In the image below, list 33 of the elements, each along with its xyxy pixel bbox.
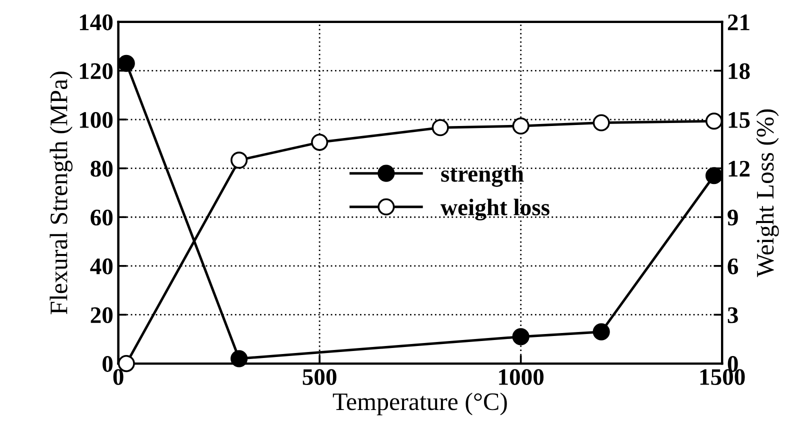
legend-label: strength: [441, 165, 524, 187]
y-tick-label: 100: [80, 112, 113, 128]
point: [512, 117, 530, 135]
x-tick-label: 1000: [499, 369, 544, 386]
y-axis-title: Flexural Strength (MPa): [50, 72, 72, 314]
y2-tick-label: 3: [728, 307, 738, 324]
y-tick-label: 120: [80, 63, 113, 80]
point: [512, 328, 530, 346]
y-tick-label: 80: [90, 160, 113, 177]
point: [230, 152, 248, 169]
y-tick-label: 40: [90, 258, 113, 274]
y2-axis-title: Weight Loss (%): [756, 109, 779, 278]
x-axis-title: Temperature (°C): [332, 392, 507, 416]
y2-tick-label: 9: [728, 210, 738, 226]
point: [311, 134, 328, 151]
point: [705, 167, 723, 184]
point: [592, 114, 610, 132]
y-tick-label: 20: [90, 307, 113, 324]
point: [592, 323, 610, 340]
point: [432, 119, 449, 136]
y2-tick-label: 18: [728, 63, 750, 80]
point: [705, 112, 723, 130]
y-tick-label: 0: [102, 356, 113, 372]
x-tick-label: 500: [302, 369, 336, 386]
y2-tick-label: 15: [728, 112, 750, 128]
x-tick-label: 0: [113, 369, 124, 386]
y2-tick-label: 6: [728, 258, 738, 274]
y2-tick-label: 21: [728, 14, 750, 30]
y-tick-label: 140: [80, 14, 113, 30]
y-tick-label: 60: [90, 210, 113, 226]
y2-tick-label: 12: [728, 160, 750, 177]
point: [118, 54, 135, 72]
legend-label: weight loss: [440, 198, 550, 220]
